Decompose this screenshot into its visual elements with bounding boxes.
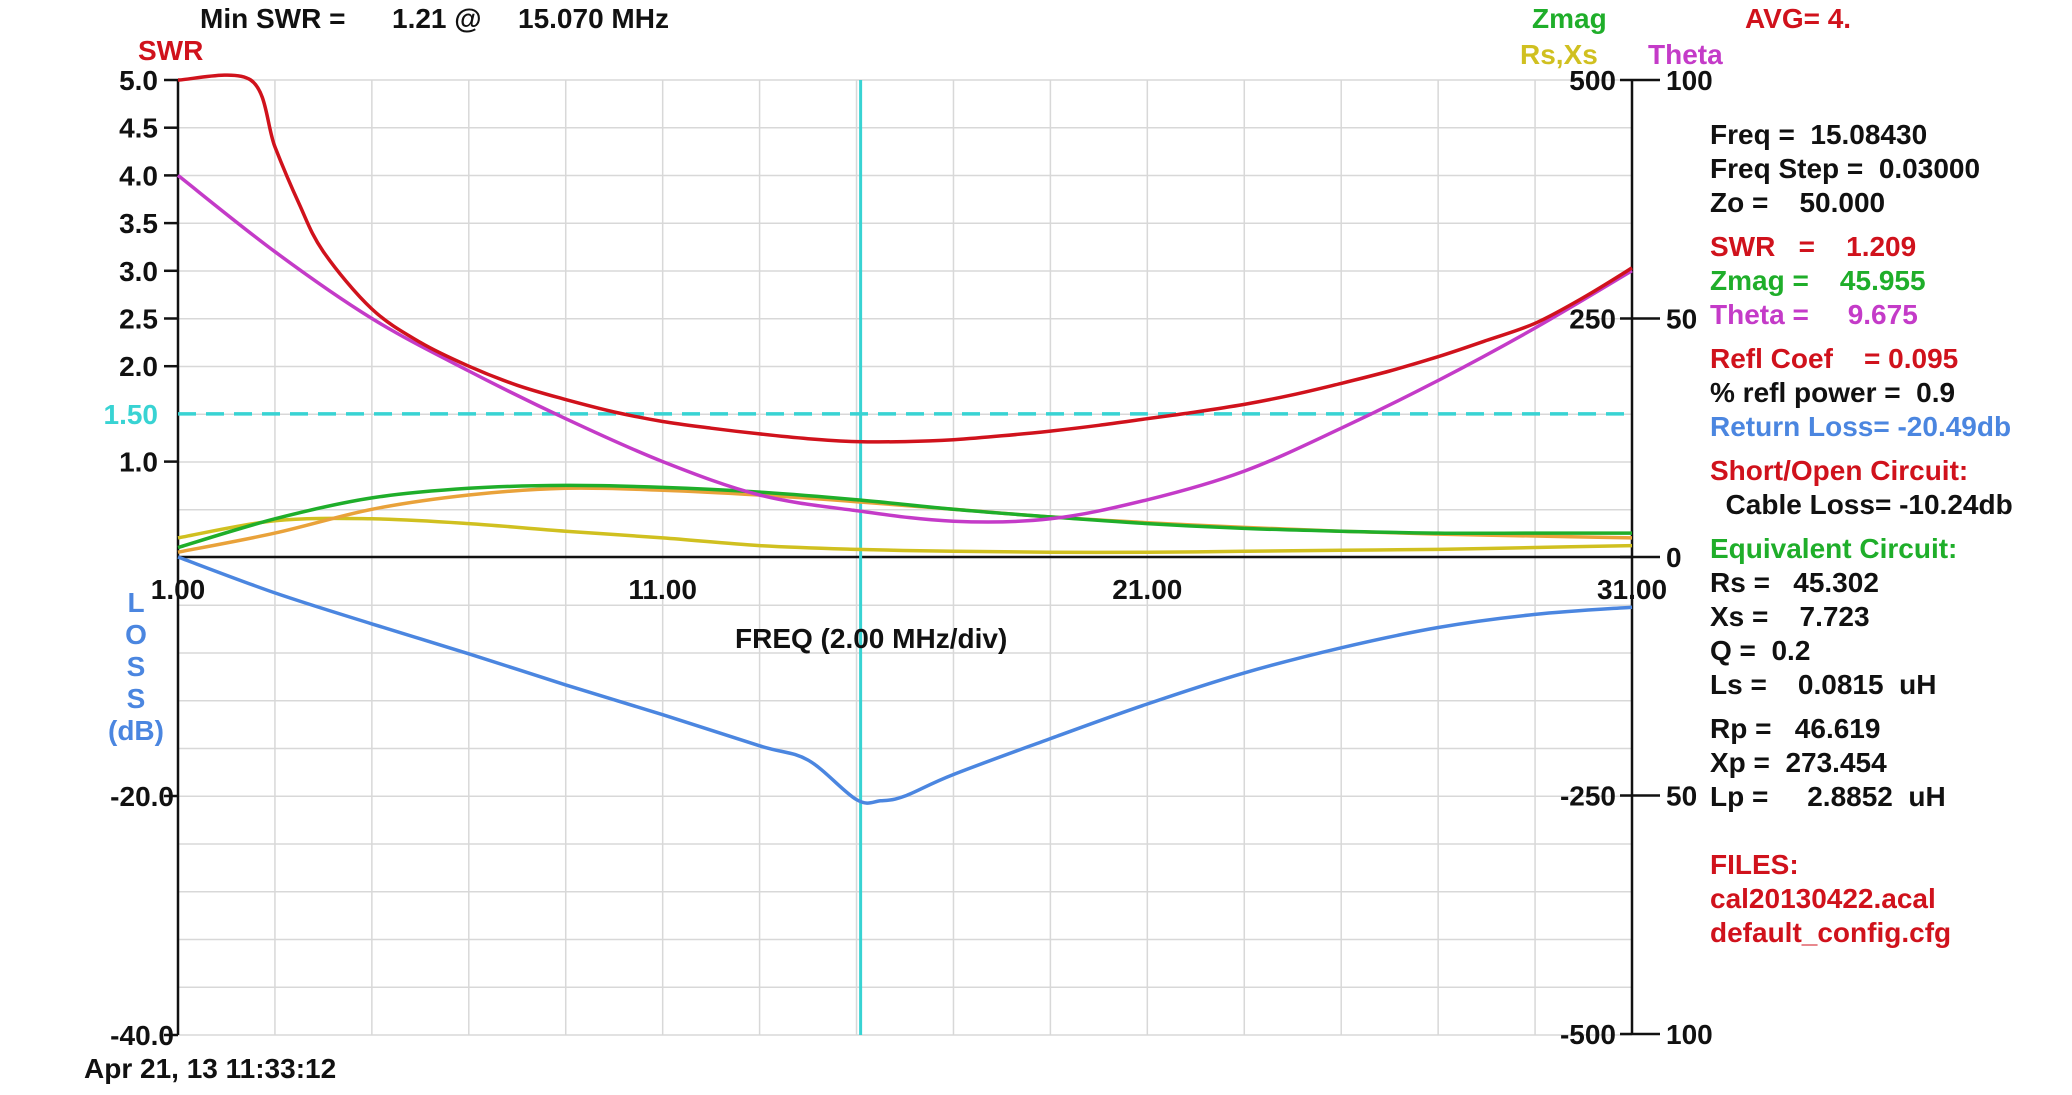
readout-rs: Rs = 45.302 — [1710, 567, 1879, 598]
readout-theta: Theta = 9.675 — [1710, 299, 1918, 330]
loss-tick-label: -40.0 — [110, 1020, 174, 1051]
loss-axis-title-letter: L — [127, 587, 144, 618]
return-loss-series-line — [177, 555, 1633, 805]
loss-tick-label: -20.0 — [110, 781, 174, 812]
swr-tick-label: 2.5 — [119, 304, 158, 335]
plot-labels: 5.0 4.5 4.0 3.5 3.0 2.5 2.0 1.0 1.50 1.00 11.00 21.… — [104, 65, 1713, 1051]
theta-tick-label: 100 — [1666, 65, 1713, 96]
readout-xs: Xs = 7.723 — [1710, 601, 1870, 632]
min-swr-freq: 15.070 MHz — [518, 3, 669, 34]
zmag-tick-label: 500 — [1569, 65, 1616, 96]
readout-freq: Freq = 15.08430 — [1710, 119, 1928, 150]
swr-tick-label: 3.0 — [119, 256, 158, 287]
swr-tick-label: 1.0 — [119, 447, 158, 478]
readout-zmag: Zmag = 45.955 — [1710, 265, 1926, 296]
swr-tick-label: 4.5 — [119, 113, 158, 144]
loss-axis-unit: (dB) — [108, 715, 164, 746]
readout-file-cal: cal20130422.acal — [1710, 883, 1936, 914]
readout-freq-step: Freq Step = 0.03000 — [1710, 153, 1981, 184]
zmag-tick-label: -250 — [1560, 781, 1616, 812]
readout-refl-power: % refl power = 0.9 — [1710, 377, 1956, 408]
readout-equiv-circuit: Equivalent Circuit: — [1710, 533, 1958, 564]
freq-tick-label: 11.00 — [628, 574, 697, 605]
swr-reference-label: 1.50 — [104, 399, 159, 430]
readout-rp: Rp = 46.619 — [1710, 713, 1881, 744]
swr-tick-label: 5.0 — [119, 65, 158, 96]
swr-tick-label: 4.0 — [119, 160, 158, 191]
loss-axis-title-letter: S — [127, 683, 146, 714]
readout-return-loss: Return Loss= -20.49db — [1710, 411, 2012, 442]
zmag-legend: Zmag — [1532, 3, 1607, 34]
freq-tick-label: 31.00 — [1597, 574, 1667, 605]
plot-series — [176, 73, 1633, 1035]
readout-ls: Ls = 0.0815 uH — [1710, 669, 1937, 700]
swr-series-line — [177, 73, 1633, 444]
theta-tick-label: 50 — [1666, 781, 1697, 812]
avg-label: AVG= 4. — [1745, 3, 1851, 34]
readout-swr: SWR = 1.209 — [1710, 231, 1917, 262]
readout-file-config: default_config.cfg — [1710, 917, 1952, 948]
measurement-readout: Freq = 15.08430 Freq Step = 0.03000 Zo =… — [1710, 118, 2070, 950]
freq-axis-label: FREQ (2.00 MHz/div) — [735, 623, 1007, 654]
readout-refl-coef: Refl Coef = 0.095 — [1710, 343, 1959, 374]
swr-tick-label: 3.5 — [119, 208, 158, 239]
swr-axis-title: SWR — [138, 35, 203, 66]
zmag-series-line — [177, 483, 1632, 550]
readout-short-open: Short/Open Circuit: — [1710, 455, 1969, 486]
min-swr-label: Min SWR = — [200, 3, 345, 34]
theta-series-line — [176, 174, 1633, 524]
theta-tick-label: 100 — [1666, 1019, 1713, 1050]
loss-axis-title-letter: O — [125, 619, 147, 650]
zmag-tick-label: 250 — [1569, 304, 1616, 335]
zmag-tick-label: -500 — [1560, 1019, 1616, 1050]
readout-xp: Xp = 273.454 — [1710, 747, 1887, 778]
readout-zo: Zo = 50.000 — [1710, 187, 1886, 218]
readout-q: Q = 0.2 — [1710, 635, 1811, 666]
freq-tick-label: 21.00 — [1112, 574, 1182, 605]
readout-lp: Lp = 2.8852 uH — [1710, 781, 1946, 812]
xs-series-line — [177, 516, 1633, 555]
readout-cable-loss: Cable Loss= -10.24db — [1710, 489, 2013, 520]
freq-tick-label: 1.00 — [151, 574, 206, 605]
theta-tick-label: 50 — [1666, 304, 1697, 335]
swr-tick-label: 2.0 — [119, 351, 158, 382]
loss-axis-title-letter: S — [127, 651, 146, 682]
readout-files: FILES: — [1710, 849, 1799, 880]
timestamp: Apr 21, 13 11:33:12 — [84, 1053, 336, 1084]
theta-legend: Theta — [1648, 39, 1723, 70]
theta-tick-label: 0 — [1666, 542, 1682, 573]
rsxs-legend: Rs,Xs — [1520, 39, 1598, 70]
min-swr-value: 1.21 @ — [392, 3, 482, 34]
